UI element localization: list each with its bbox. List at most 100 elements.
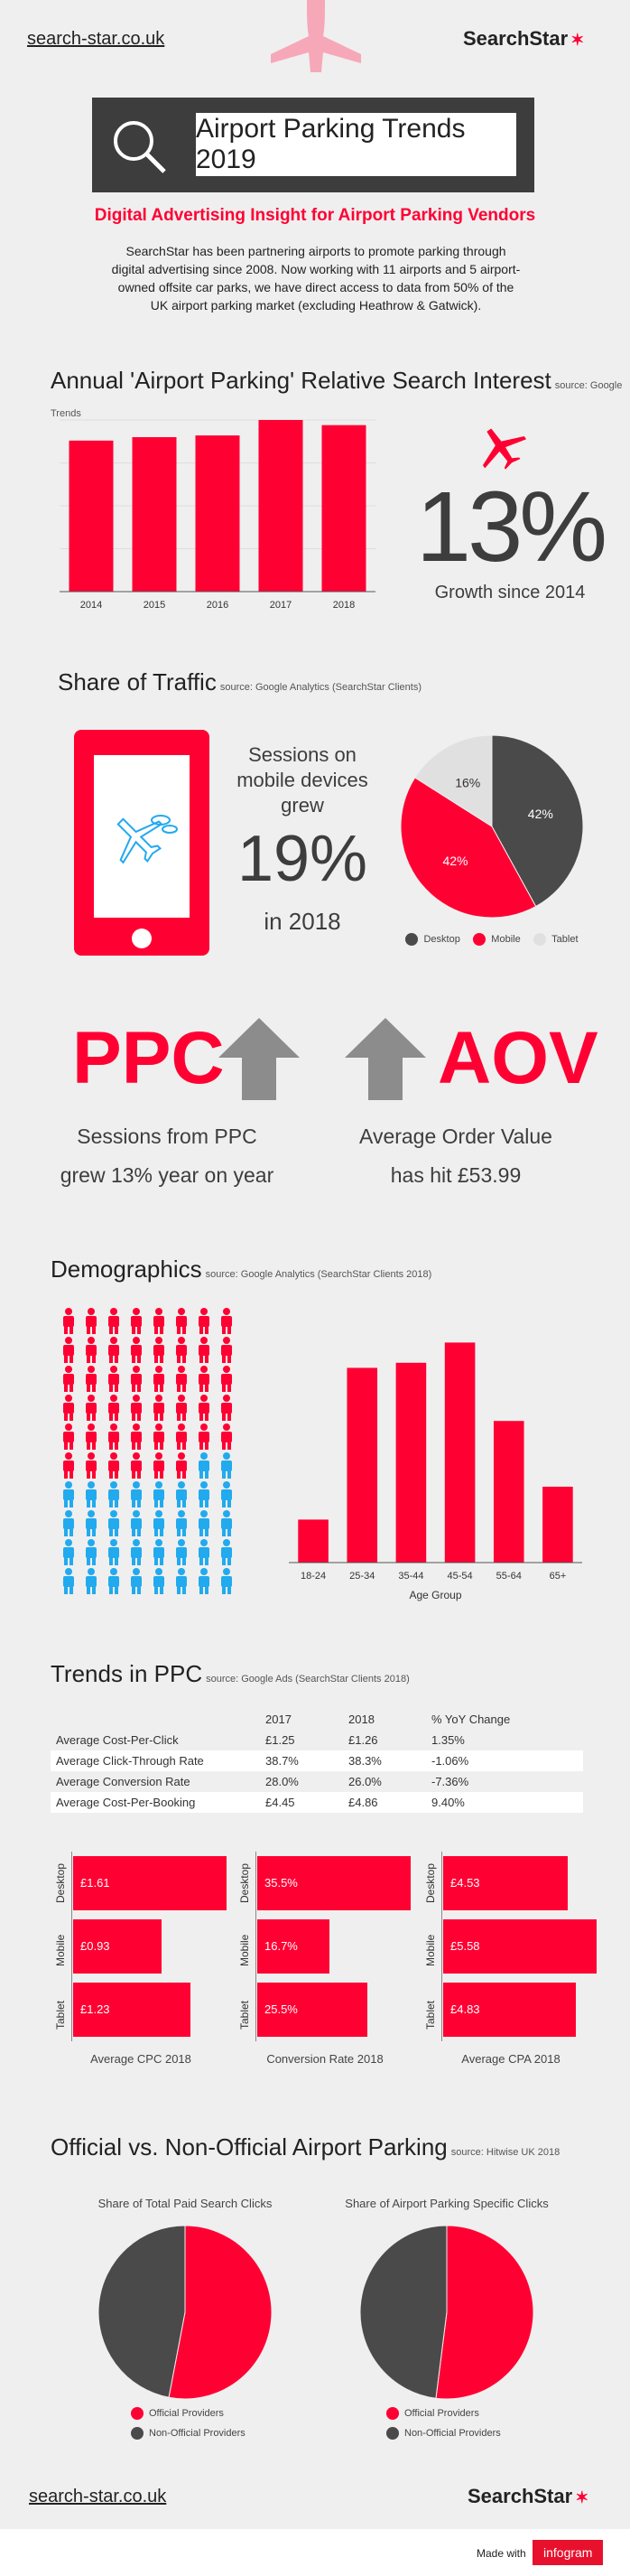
- person-head: [88, 1481, 95, 1489]
- person-leg: [115, 1557, 118, 1565]
- person-leg: [137, 1586, 141, 1594]
- person-body: [199, 1547, 209, 1558]
- person-leg: [205, 1355, 208, 1363]
- traffic-pie-chart: 42% 42% 16%: [400, 734, 584, 919]
- person-leg: [69, 1355, 73, 1363]
- person-head: [65, 1308, 72, 1315]
- person-body: [63, 1489, 74, 1500]
- person-body: [131, 1547, 142, 1558]
- footer-site-link[interactable]: search-star.co.uk: [29, 2487, 167, 2506]
- person-leg: [64, 1470, 68, 1479]
- bar: [132, 437, 177, 592]
- person-leg: [222, 1442, 226, 1450]
- pie1-title: Share of Total Paid Search Clicks: [97, 2197, 273, 2210]
- site-link[interactable]: search-star.co.uk: [27, 29, 165, 49]
- person-leg: [69, 1470, 73, 1479]
- person-body: [108, 1345, 119, 1356]
- person-head: [178, 1568, 185, 1575]
- person-icon: [221, 1395, 232, 1421]
- travel-icon: [116, 815, 178, 864]
- person-icon: [176, 1510, 187, 1536]
- official-pie-1: [97, 2225, 273, 2400]
- person-body: [153, 1576, 164, 1587]
- pie-label: 42%: [442, 854, 468, 868]
- person-icon: [86, 1452, 97, 1479]
- person-icon: [63, 1510, 74, 1536]
- person-icon: [221, 1308, 232, 1334]
- person-leg: [177, 1557, 181, 1565]
- person-icon: [86, 1308, 97, 1334]
- person-body: [221, 1489, 232, 1500]
- person-icon: [63, 1337, 74, 1363]
- person-body: [221, 1461, 232, 1471]
- person-body: [86, 1403, 97, 1414]
- person-body: [63, 1345, 74, 1356]
- person-head: [88, 1366, 95, 1373]
- legend-dot: [405, 933, 419, 947]
- infogram-logo[interactable]: infogram: [533, 2540, 604, 2565]
- person-icon: [86, 1366, 97, 1392]
- person-icon: [153, 1539, 164, 1565]
- person-body: [199, 1374, 209, 1385]
- phone-icon: [74, 730, 209, 956]
- person-icon: [176, 1308, 187, 1334]
- person-icon: [199, 1395, 209, 1421]
- person-leg: [199, 1499, 203, 1507]
- person-head: [88, 1539, 95, 1546]
- person-icon: [153, 1308, 164, 1334]
- ppc-text-2: grew 13% year on year: [60, 1163, 274, 1187]
- legend-official-label: Official Providers: [149, 2407, 224, 2419]
- pie-slice: [435, 2225, 534, 2400]
- person-head: [178, 1452, 185, 1460]
- person-head: [133, 1510, 140, 1517]
- person-leg: [227, 1528, 231, 1536]
- bar: £0.93: [73, 1919, 162, 1974]
- pie-slice: [400, 777, 537, 919]
- footer-brand-logo[interactable]: SearchStar ✶: [468, 2485, 588, 2508]
- person-head: [88, 1568, 95, 1575]
- tick-label: 2015: [144, 600, 165, 611]
- tick-label: Desktop: [54, 1862, 67, 1903]
- hero-banner: Airport Parking Trends 2019: [92, 98, 534, 192]
- table-cell: 1.35%: [431, 1733, 465, 1747]
- person-head: [200, 1366, 208, 1373]
- person-leg: [182, 1528, 186, 1536]
- bar: £1.61: [73, 1856, 227, 1910]
- person-leg: [132, 1413, 135, 1421]
- person-icon: [153, 1337, 164, 1363]
- bar: [493, 1421, 524, 1563]
- tick-label: 65+: [550, 1571, 567, 1582]
- person-body: [86, 1489, 97, 1500]
- tick-label: 18-24: [301, 1571, 326, 1582]
- person-leg: [92, 1586, 96, 1594]
- person-leg: [132, 1355, 135, 1363]
- person-leg: [199, 1528, 203, 1536]
- person-leg: [64, 1586, 68, 1594]
- person-leg: [137, 1326, 141, 1334]
- table-cell: -7.36%: [431, 1775, 469, 1788]
- bar: 25.5%: [257, 1983, 368, 2037]
- person-head: [178, 1395, 185, 1402]
- person-leg: [64, 1442, 68, 1450]
- person-head: [88, 1423, 95, 1431]
- person-icon: [153, 1423, 164, 1450]
- person-leg: [92, 1326, 96, 1334]
- person-head: [223, 1510, 230, 1517]
- person-icon: [153, 1481, 164, 1507]
- person-head: [200, 1337, 208, 1344]
- person-leg: [115, 1326, 118, 1334]
- official-legend-1: Official Providers Non-Official Provider…: [131, 2407, 246, 2440]
- person-icon: [153, 1452, 164, 1479]
- person-leg: [154, 1442, 158, 1450]
- person-leg: [222, 1413, 226, 1421]
- legend-official: Official Providers: [131, 2407, 246, 2420]
- person-body: [108, 1403, 119, 1414]
- person-leg: [64, 1413, 68, 1421]
- person-leg: [160, 1384, 163, 1392]
- person-leg: [205, 1557, 208, 1565]
- brand-logo[interactable]: SearchStar ✶: [463, 27, 584, 51]
- legend-official-label: Official Providers: [404, 2407, 479, 2419]
- person-body: [176, 1461, 187, 1471]
- person-leg: [64, 1355, 68, 1363]
- person-leg: [137, 1557, 141, 1565]
